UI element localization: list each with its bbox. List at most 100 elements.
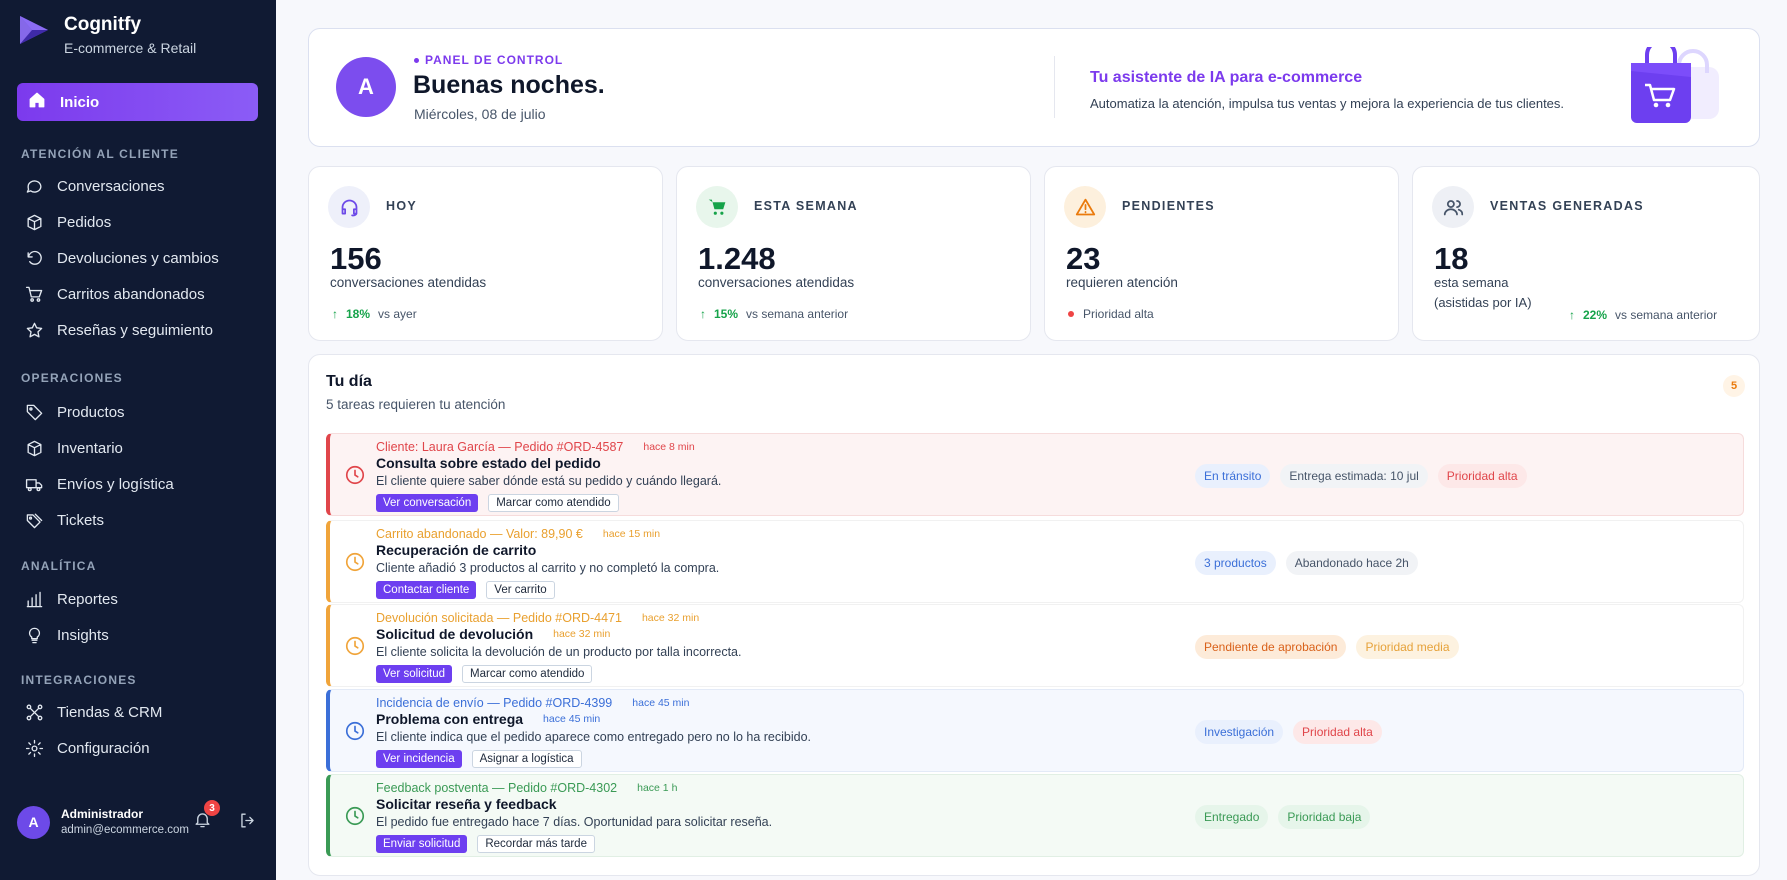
task-title: Recuperación de carrito bbox=[376, 542, 537, 558]
nav-item-productos[interactable]: Productos bbox=[24, 400, 125, 424]
stat-card-pendientes: PENDIENTES 23 requieren atención Priorid… bbox=[1044, 166, 1399, 341]
notifications-button[interactable]: 3 bbox=[193, 800, 220, 834]
nav-item-label: Carritos abandonados bbox=[57, 285, 205, 303]
nav-item-conversaciones[interactable]: Conversaciones bbox=[24, 174, 165, 198]
task-chips: 3 productos Abandonado hace 2h bbox=[1195, 551, 1428, 575]
remind-later-button[interactable]: Recordar más tarde bbox=[477, 835, 595, 853]
nav-section-title: INTEGRACIONES bbox=[21, 673, 137, 687]
task-description: El cliente quiere saber dónde está su pe… bbox=[376, 474, 722, 488]
brand-logo-icon bbox=[20, 16, 48, 44]
task-item[interactable]: Devolución solicitada — Pedido #ORD-4471… bbox=[326, 604, 1744, 687]
sidebar: Cognitfy E-commerce & Retail Inicio ATEN… bbox=[0, 0, 276, 880]
stat-trend: ↑ 22% vs semana anterior bbox=[1569, 308, 1717, 322]
task-count-badge: 5 bbox=[1723, 375, 1745, 397]
avatar: A bbox=[336, 57, 396, 117]
nav-item-devoluciones[interactable]: Devoluciones y cambios bbox=[24, 246, 219, 270]
bar-chart-icon bbox=[24, 589, 44, 609]
view-request-button[interactable]: Ver solicitud bbox=[376, 665, 453, 683]
task-meta: Feedback postventa — Pedido #ORD-4302 ha… bbox=[376, 781, 677, 795]
trend-value: 22% bbox=[1583, 308, 1608, 322]
nav-item-label: Pedidos bbox=[57, 213, 112, 231]
view-incident-button[interactable]: Ver incidencia bbox=[376, 750, 462, 768]
clock-icon bbox=[344, 805, 366, 827]
task-item[interactable]: Feedback postventa — Pedido #ORD-4302 ha… bbox=[326, 774, 1744, 857]
priority-badge: Prioridad alta bbox=[1437, 464, 1527, 488]
mark-attended-button[interactable]: Marcar como atendido bbox=[462, 665, 593, 683]
nav-item-label: Conversaciones bbox=[57, 177, 165, 195]
stat-card-hoy: HOY 156 conversaciones atendidas ↑ 18% v… bbox=[308, 166, 663, 341]
logout-button[interactable] bbox=[238, 811, 257, 835]
divider bbox=[1054, 56, 1055, 118]
nav-item-label: Productos bbox=[57, 403, 125, 421]
task-description: El cliente solicita la devolución de un … bbox=[376, 645, 742, 659]
stat-label: ESTA SEMANA bbox=[754, 199, 858, 213]
arrow-up-icon: ↑ bbox=[332, 307, 338, 321]
box-icon bbox=[24, 438, 44, 458]
task-chips: Entregado Prioridad baja bbox=[1195, 805, 1380, 829]
status-badge: En tránsito bbox=[1195, 464, 1271, 488]
users-icon bbox=[1432, 186, 1474, 228]
nav-section-title: ATENCIÓN AL CLIENTE bbox=[21, 147, 179, 161]
status-badge: Entregado bbox=[1195, 805, 1269, 829]
clock-icon bbox=[344, 635, 366, 657]
welcome-card: A PANEL DE CONTROL Buenas noches. Miérco… bbox=[308, 28, 1760, 147]
nav-item-insights[interactable]: Insights bbox=[24, 623, 109, 647]
nav-item-configuracion[interactable]: Configuración bbox=[24, 736, 150, 760]
send-request-button[interactable]: Enviar solicitud bbox=[376, 835, 468, 853]
nav-item-inicio[interactable]: Inicio bbox=[17, 83, 258, 121]
task-title: Problema con entrega hace 45 min bbox=[376, 711, 600, 727]
task-time: hace 45 min bbox=[543, 713, 601, 725]
notification-badge: 3 bbox=[204, 800, 220, 816]
avatar[interactable]: A bbox=[17, 805, 50, 839]
bell-icon bbox=[193, 813, 212, 833]
logout-icon bbox=[238, 813, 257, 834]
task-chips: Pendiente de aprobación Prioridad media bbox=[1195, 635, 1469, 659]
task-title: Consulta sobre estado del pedido bbox=[376, 455, 601, 471]
task-time: hace 32 min bbox=[641, 612, 700, 624]
stat-value: 156 bbox=[330, 241, 382, 276]
task-time: hace 15 min bbox=[602, 528, 661, 540]
stat-card-ventas: VENTAS GENERADAS 18 esta semana (asistid… bbox=[1412, 166, 1760, 341]
task-meta: Devolución solicitada — Pedido #ORD-4471… bbox=[376, 611, 699, 625]
headset-icon bbox=[328, 186, 370, 228]
contact-customer-button[interactable]: Contactar cliente bbox=[376, 581, 477, 599]
view-cart-button[interactable]: Ver carrito bbox=[486, 581, 555, 599]
stat-trend: ↑ 18% vs ayer bbox=[332, 307, 417, 321]
priority-label: Prioridad alta bbox=[1083, 307, 1154, 321]
task-item[interactable]: Cliente: Laura García — Pedido #ORD-4587… bbox=[326, 433, 1744, 516]
nav-item-inventario[interactable]: Inventario bbox=[24, 436, 123, 460]
task-item[interactable]: Carrito abandonado — Valor: 89,90 € hace… bbox=[326, 520, 1744, 603]
nav-item-envios[interactable]: Envíos y logística bbox=[24, 472, 174, 496]
nav-item-tickets[interactable]: Tickets bbox=[24, 508, 104, 532]
star-icon bbox=[24, 320, 44, 340]
task-actions: Ver solicitud Marcar como atendido bbox=[376, 665, 593, 683]
lightbulb-icon bbox=[24, 625, 44, 645]
assign-logistics-button[interactable]: Asignar a logística bbox=[471, 750, 582, 768]
mark-attended-button[interactable]: Marcar como atendido bbox=[488, 494, 619, 512]
clock-icon bbox=[344, 464, 366, 486]
stat-description: conversaciones atendidas bbox=[698, 275, 855, 290]
trend-value: 15% bbox=[714, 307, 739, 321]
task-meta-text: Carrito abandonado — Valor: 89,90 € bbox=[376, 527, 583, 541]
user-profile: A Administrador admin@ecommerce.com 3 bbox=[17, 800, 262, 842]
task-item[interactable]: Incidencia de envío — Pedido #ORD-4399 h… bbox=[326, 689, 1744, 772]
stat-value: 23 bbox=[1066, 241, 1101, 276]
task-actions: Contactar cliente Ver carrito bbox=[376, 581, 555, 599]
task-meta-text: Cliente: Laura García — Pedido #ORD-4587 bbox=[376, 440, 624, 454]
nav-item-reportes[interactable]: Reportes bbox=[24, 587, 118, 611]
status-badge: Pendiente de aprobación bbox=[1195, 635, 1347, 659]
tasks-panel: Tu día 5 tareas requieren tu atención 5 … bbox=[308, 354, 1760, 876]
nav-item-carritos[interactable]: Carritos abandonados bbox=[24, 282, 205, 306]
priority-badge: Prioridad baja bbox=[1278, 805, 1371, 829]
nav-item-resenas[interactable]: Reseñas y seguimiento bbox=[24, 318, 213, 342]
nav-item-tiendas-crm[interactable]: Tiendas & CRM bbox=[24, 700, 162, 724]
nav-item-pedidos[interactable]: Pedidos bbox=[24, 210, 111, 234]
nav-item-label: Tickets bbox=[57, 511, 104, 529]
truck-icon bbox=[24, 474, 44, 494]
status-badge: Investigación bbox=[1195, 720, 1284, 744]
brand[interactable]: Cognitfy E-commerce & Retail bbox=[18, 14, 196, 58]
stat-description: esta semana (asistidas por IA) bbox=[1434, 273, 1532, 313]
priority-dot bbox=[1068, 311, 1074, 317]
stat-card-semana: ESTA SEMANA 1.248 conversaciones atendid… bbox=[676, 166, 1031, 341]
view-conversation-button[interactable]: Ver conversación bbox=[376, 494, 479, 512]
